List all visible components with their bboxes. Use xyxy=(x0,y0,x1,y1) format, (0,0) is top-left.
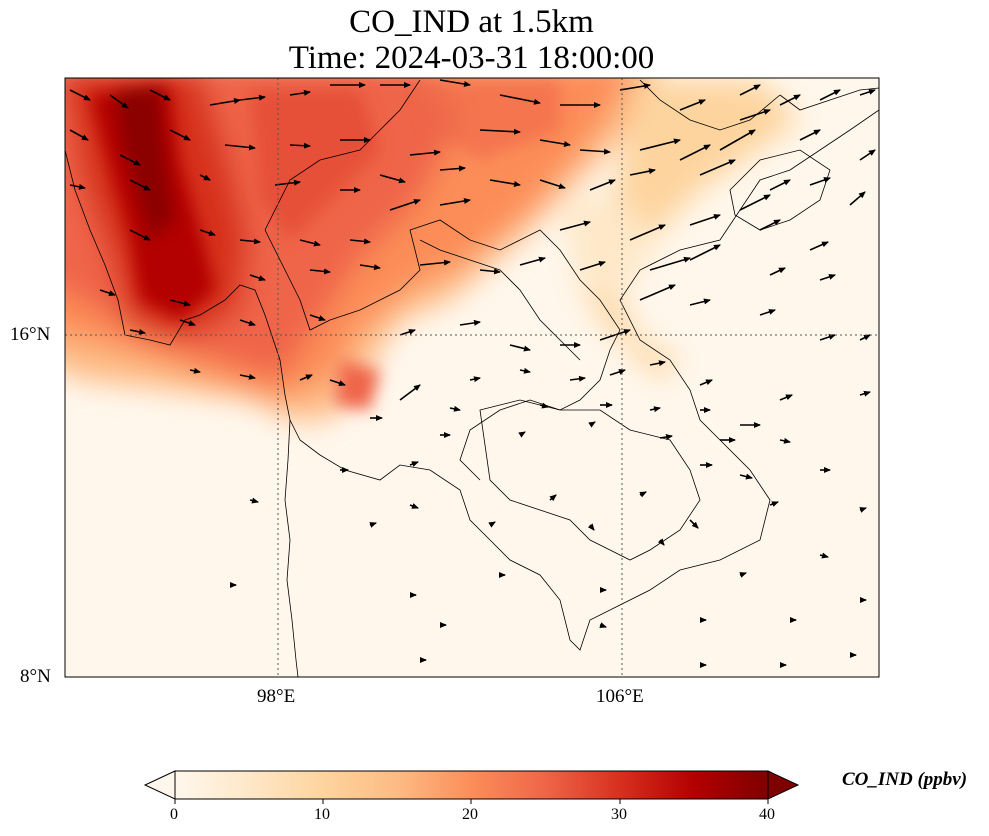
lon-tick-106e: 106°E xyxy=(596,686,644,707)
colorbar-gradient xyxy=(175,771,768,799)
colorbar-ticks xyxy=(174,799,769,804)
co-concentration-field xyxy=(65,78,879,677)
colorbar-extend-max xyxy=(767,770,800,800)
colorbar-tick-label: 10 xyxy=(314,806,330,823)
map-title: CO_IND at 1.5km xyxy=(349,4,594,40)
lon-tick-98e: 98°E xyxy=(257,686,296,707)
colorbar-tick-label: 40 xyxy=(759,806,775,823)
lat-tick-16n: 16°N xyxy=(10,324,51,345)
coastlines-borders xyxy=(65,79,879,677)
colorbar-label: CO_IND (ppbv) xyxy=(842,769,968,790)
gridlines xyxy=(65,78,879,677)
map-frame xyxy=(64,77,880,678)
colorbar-tick-label: 30 xyxy=(611,806,627,823)
colorbar-extend-min xyxy=(143,770,176,800)
wind-vectors xyxy=(69,79,876,668)
map-subtitle-time: Time: 2024-03-31 18:00:00 xyxy=(288,40,655,76)
colorbar-tick-label: 0 xyxy=(170,806,178,823)
colorbar-tick-label: 20 xyxy=(462,806,478,823)
lat-tick-8n: 8°N xyxy=(20,666,51,687)
